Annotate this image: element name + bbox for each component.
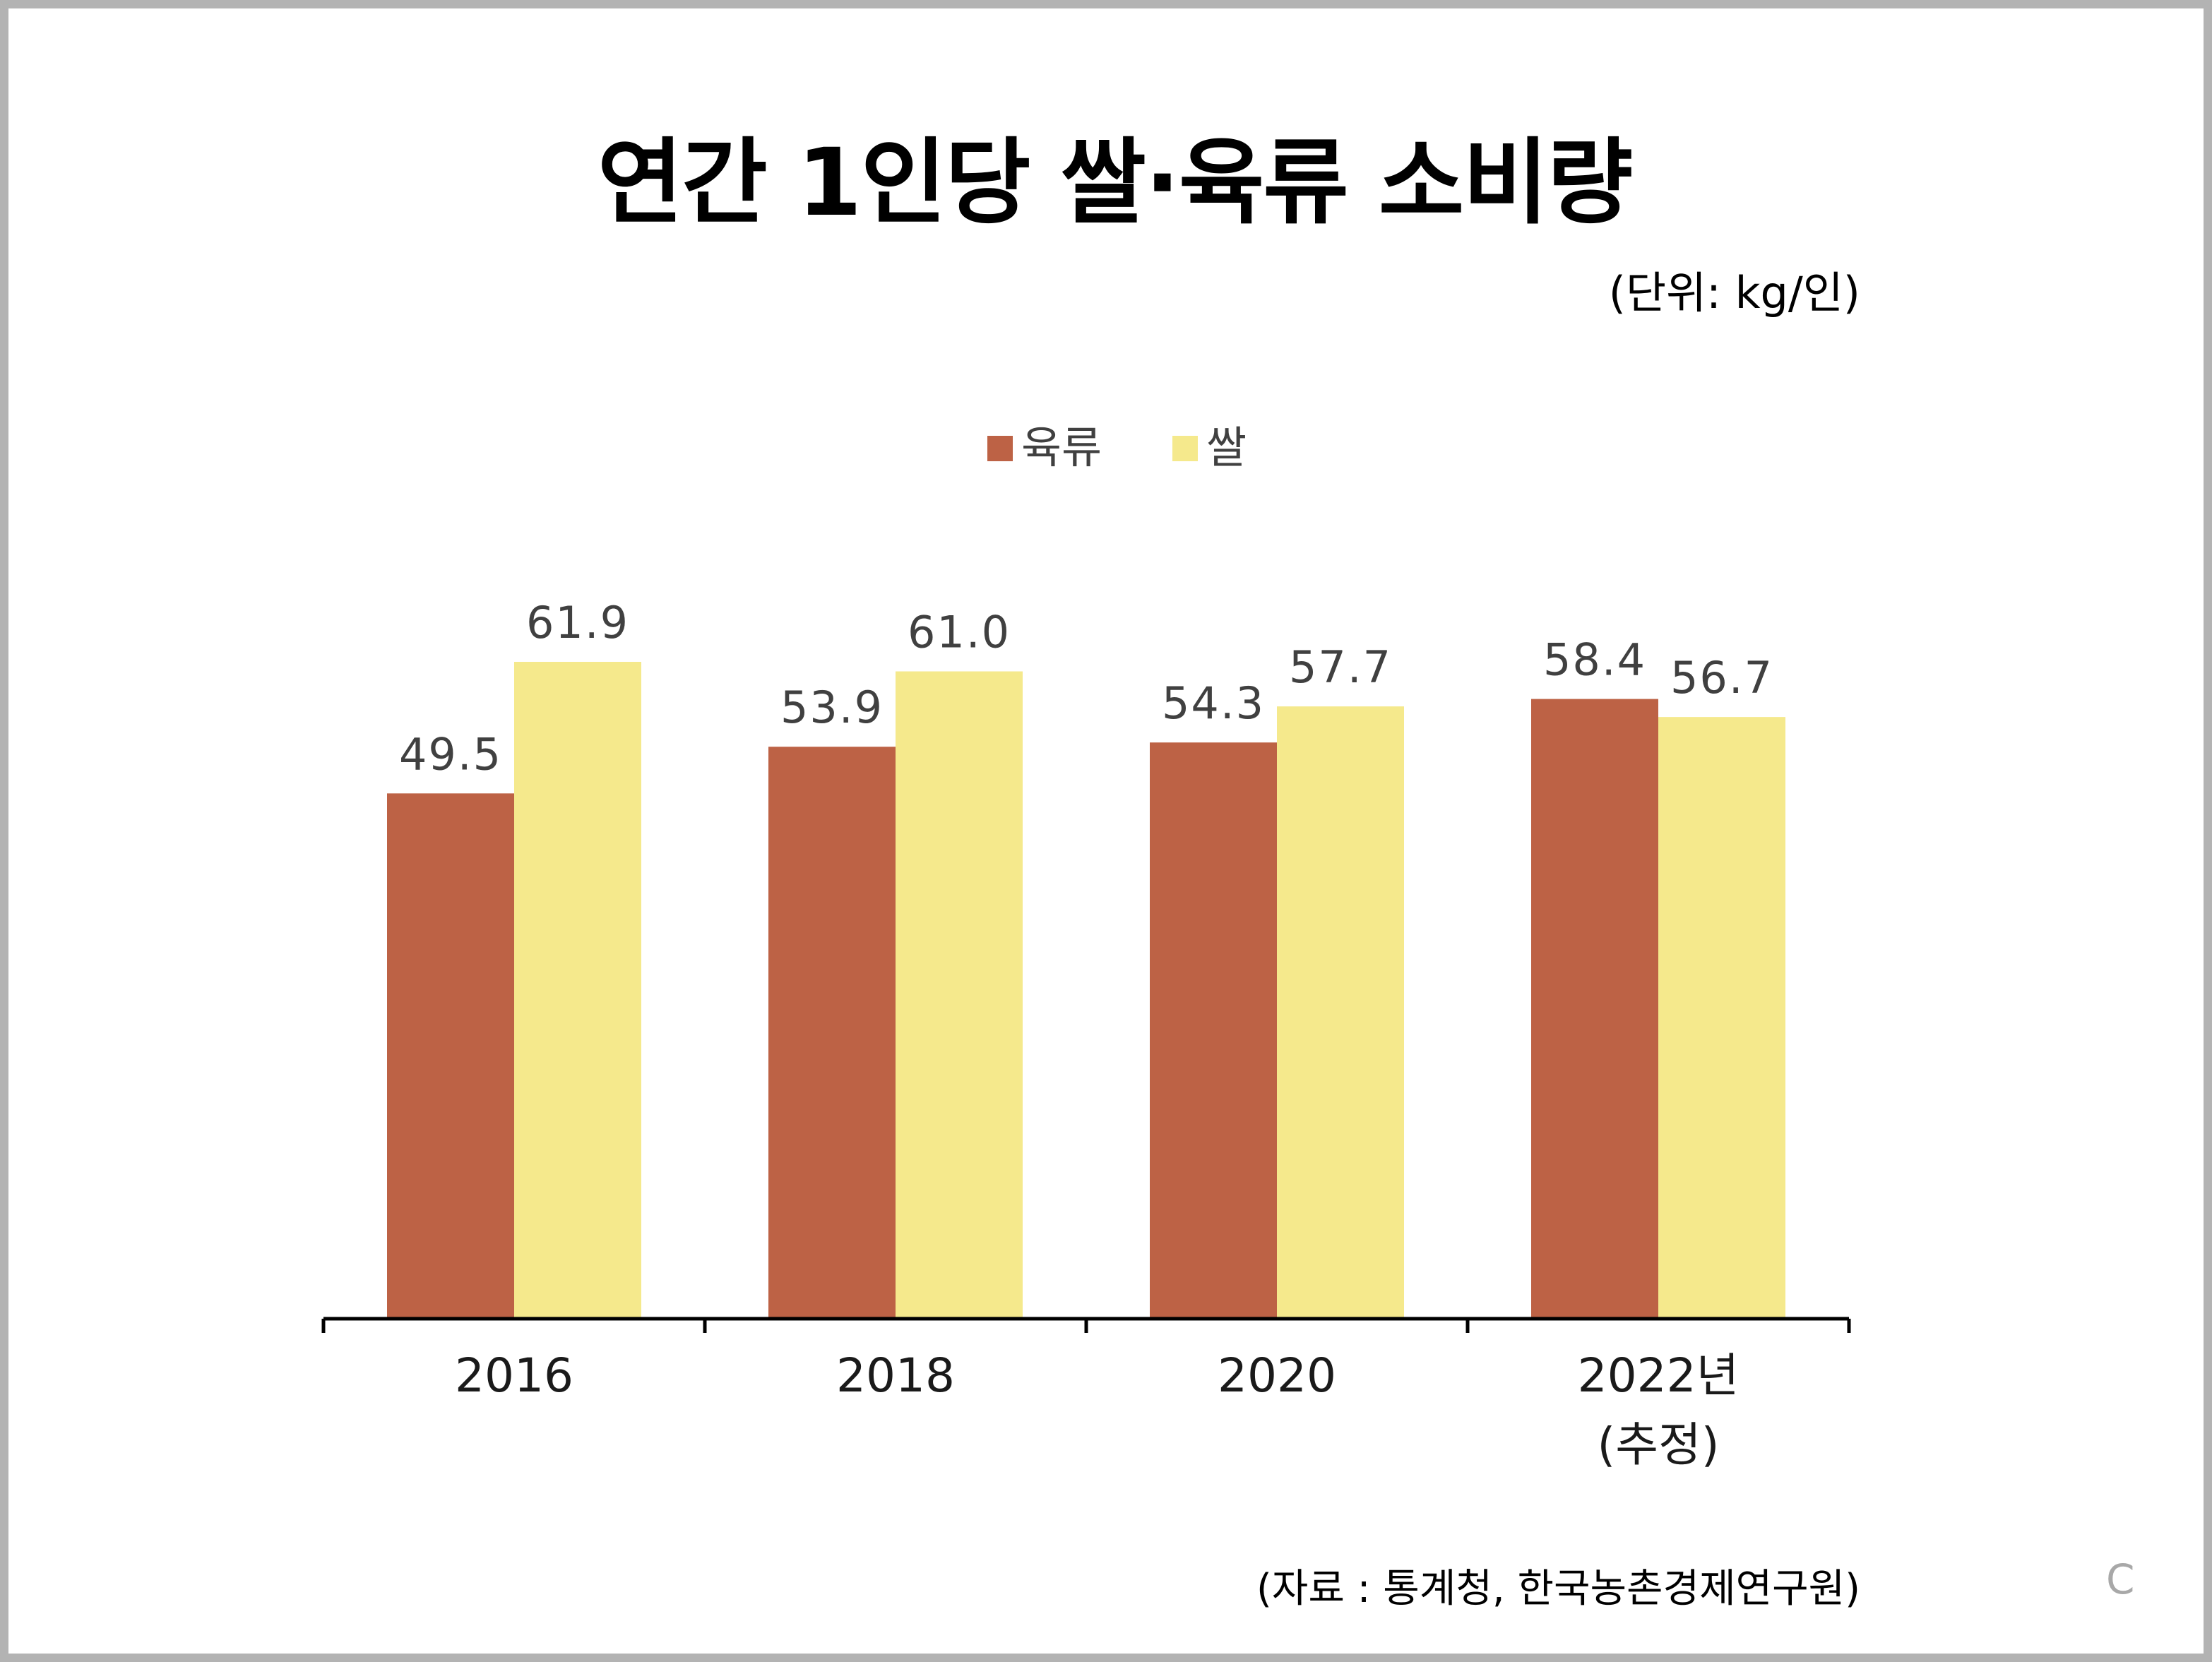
value-label-2-1: 57.7 [1289, 641, 1392, 693]
bar-0-1 [514, 662, 641, 1319]
unit-note: (단위: kg/인) [1608, 267, 1860, 319]
x-tick-label-2-0: 2020 [1218, 1348, 1336, 1403]
value-label-2-0: 54.3 [1162, 677, 1265, 729]
x-tick-label-3-1: (추정) [1598, 1418, 1720, 1472]
bar-1-1 [896, 671, 1023, 1319]
bar-0-0 [387, 793, 514, 1319]
legend-label-1: 쌀 [1206, 422, 1247, 473]
legend-swatch-0 [987, 436, 1013, 461]
value-label-3-1: 56.7 [1670, 652, 1773, 704]
bar-1-0 [768, 747, 896, 1319]
chart-title: 연간 1인당 쌀·육류 소비량 [597, 129, 1633, 237]
x-tick-label-1-0: 2018 [836, 1348, 955, 1403]
value-label-1-0: 53.9 [780, 682, 884, 733]
legend-label-0: 육류 [1021, 422, 1102, 473]
value-label-0-0: 49.5 [399, 728, 502, 780]
bar-3-1 [1658, 717, 1785, 1319]
value-label-1-1: 61.0 [908, 607, 1011, 658]
legend-swatch-1 [1172, 436, 1198, 461]
value-label-0-1: 61.9 [526, 597, 629, 648]
bar-3-0 [1531, 699, 1658, 1319]
corner-mark: C [2106, 1555, 2135, 1603]
source-note: (자료 : 통계청, 한국농촌경제연구원) [1256, 1566, 1860, 1612]
x-tick-label-3-0: 2022년 [1578, 1348, 1740, 1403]
bar-2-0 [1150, 742, 1277, 1319]
value-label-3-0: 58.4 [1543, 634, 1646, 686]
x-tick-label-0-0: 2016 [455, 1348, 573, 1403]
bar-2-1 [1277, 706, 1404, 1319]
